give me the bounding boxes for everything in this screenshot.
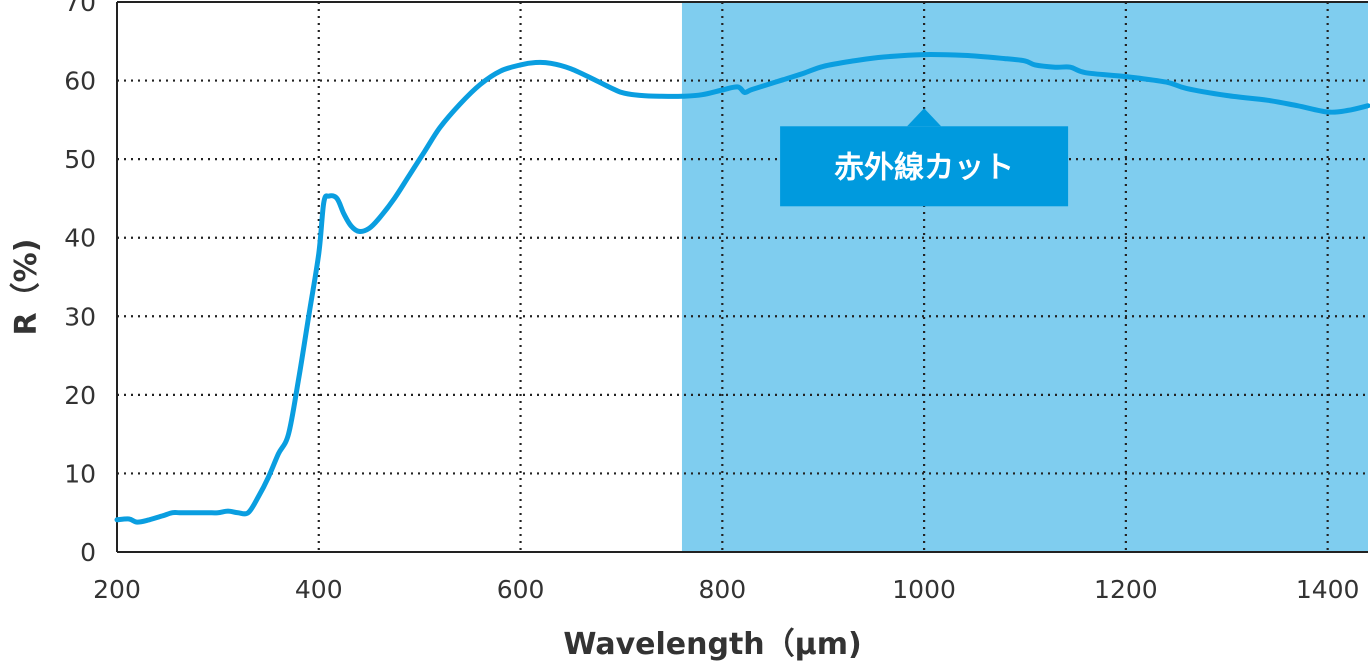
y-tick-label-40: 40 [64,224,96,253]
y-tick-label-50: 50 [64,145,96,174]
infrared-cut-region [681,2,1368,552]
callout-box [780,126,1069,207]
x-tick-label-400: 400 [295,575,343,604]
infrared-cut-callout: 赤外線カット [780,108,1069,207]
callout-label: 赤外線カット [834,150,1014,185]
y-tick-label-20: 20 [64,381,96,410]
grid-lines [117,2,1368,552]
x-axis-title: Wavelength（μm) [563,627,861,662]
x-tick-label-200: 200 [93,575,141,604]
reflectance-series-line [114,52,1370,525]
y-tick-label-70: 70 [64,0,96,17]
x-tick-label-1000: 1000 [892,575,956,604]
y-tick-label-30: 30 [64,302,96,331]
y-axis-title: R（%) [9,239,44,336]
x-tick-label-800: 800 [698,575,746,604]
x-tick-label-600: 600 [497,575,545,604]
y-tick-label-10: 10 [64,459,96,488]
y-tick-label-0: 0 [80,538,96,567]
x-tick-label-1200: 1200 [1094,575,1158,604]
x-tick-label-1400: 1400 [1296,575,1360,604]
callout-pointer [907,108,942,127]
y-tick-labels: 0 10 20 30 40 50 60 70 [64,0,96,567]
y-tick-label-60: 60 [64,67,96,96]
x-tick-labels: 200 400 600 800 1000 1200 1400 [93,575,1359,604]
plot-frame [116,1,1368,553]
